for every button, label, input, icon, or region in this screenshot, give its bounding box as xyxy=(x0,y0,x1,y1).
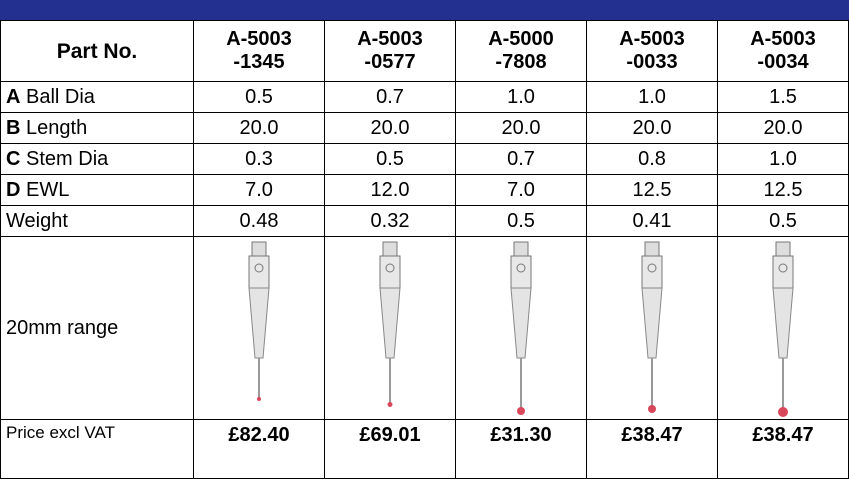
row-key: C xyxy=(6,148,20,170)
cell: 20.0 xyxy=(718,113,849,144)
stylus-part xyxy=(257,397,261,401)
cell: 7.0 xyxy=(194,175,325,206)
header-cell: Part No. xyxy=(1,21,194,82)
row-key: A xyxy=(6,86,20,108)
header-cell: A-5003 -0577 xyxy=(325,21,456,82)
cell: 12.5 xyxy=(718,175,849,206)
row-label: D EWL xyxy=(1,175,194,206)
cell: 20.0 xyxy=(325,113,456,144)
cell: 0.7 xyxy=(456,144,587,175)
image-cell xyxy=(456,237,587,420)
image-cell xyxy=(587,237,718,420)
row-name: Ball Dia xyxy=(26,86,95,108)
price-cell: £38.47 xyxy=(718,420,849,479)
cell: 1.5 xyxy=(718,82,849,113)
cell: 7.0 xyxy=(456,175,587,206)
row-name: Length xyxy=(26,117,87,139)
row-name: EWL xyxy=(26,179,69,201)
header-cell: A-5000 -7808 xyxy=(456,21,587,82)
cell: 0.5 xyxy=(718,206,849,237)
cell: 0.41 xyxy=(587,206,718,237)
row-name: Weight xyxy=(6,210,68,232)
header-cell: A-5003 -0033 xyxy=(587,21,718,82)
row-label: Weight xyxy=(1,206,194,237)
row-label: 20mm range xyxy=(1,237,194,420)
cell: 0.32 xyxy=(325,206,456,237)
title-bar xyxy=(0,0,849,20)
stylus-part xyxy=(514,242,528,256)
page: Part No.A-5003 -1345A-5003 -0577A-5000 -… xyxy=(0,0,849,477)
price-cell: £31.30 xyxy=(456,420,587,479)
cell: 0.5 xyxy=(194,82,325,113)
image-cell xyxy=(325,237,456,420)
price-cell: £38.47 xyxy=(587,420,718,479)
row-label: Price excl VAT xyxy=(1,420,194,479)
stylus-image xyxy=(229,238,289,418)
row-key: D xyxy=(6,179,20,201)
stylus-image xyxy=(491,238,551,418)
stylus-part xyxy=(778,407,788,417)
price-row: Price excl VAT£82.40£69.01£31.30£38.47£3… xyxy=(1,420,849,479)
stylus-part xyxy=(648,405,656,413)
stylus-part xyxy=(380,288,400,358)
image-cell xyxy=(718,237,849,420)
cell: 1.0 xyxy=(587,82,718,113)
image-row: 20mm range xyxy=(1,237,849,420)
cell: 0.48 xyxy=(194,206,325,237)
stylus-image xyxy=(360,238,420,418)
stylus-image xyxy=(622,238,682,418)
cell: 12.5 xyxy=(587,175,718,206)
row-label: A Ball Dia xyxy=(1,82,194,113)
price-cell: £82.40 xyxy=(194,420,325,479)
stylus-part xyxy=(511,288,531,358)
cell: 20.0 xyxy=(194,113,325,144)
cell: 0.8 xyxy=(587,144,718,175)
stylus-part xyxy=(645,242,659,256)
cell: 0.3 xyxy=(194,144,325,175)
row-label: C Stem Dia xyxy=(1,144,194,175)
stylus-part xyxy=(383,242,397,256)
stylus-image xyxy=(753,238,813,418)
header-cell: A-5003 -1345 xyxy=(194,21,325,82)
cell: 1.0 xyxy=(718,144,849,175)
cell: 0.7 xyxy=(325,82,456,113)
stylus-part xyxy=(776,242,790,256)
image-cell xyxy=(194,237,325,420)
stylus-part xyxy=(642,288,662,358)
cell: 1.0 xyxy=(456,82,587,113)
row-label: B Length xyxy=(1,113,194,144)
stylus-part xyxy=(249,288,269,358)
stylus-part xyxy=(517,407,525,415)
price-cell: £69.01 xyxy=(325,420,456,479)
cell: 20.0 xyxy=(587,113,718,144)
header-cell: A-5003 -0034 xyxy=(718,21,849,82)
cell: 12.0 xyxy=(325,175,456,206)
stylus-part xyxy=(773,288,793,358)
row-key: B xyxy=(6,117,20,139)
cell: 20.0 xyxy=(456,113,587,144)
row-name: Stem Dia xyxy=(26,148,108,170)
cell: 0.5 xyxy=(456,206,587,237)
stylus-part xyxy=(252,242,266,256)
cell: 0.5 xyxy=(325,144,456,175)
stylus-part xyxy=(388,402,393,407)
